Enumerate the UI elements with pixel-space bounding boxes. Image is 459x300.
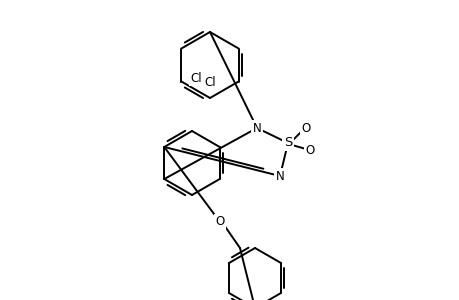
Text: N: N [252,122,261,134]
Text: Cl: Cl [204,76,215,89]
Text: O: O [301,122,310,136]
Text: N: N [275,169,284,182]
Text: O: O [305,145,314,158]
Text: S: S [283,136,291,149]
Text: Cl: Cl [190,72,202,85]
Text: O: O [215,215,224,229]
